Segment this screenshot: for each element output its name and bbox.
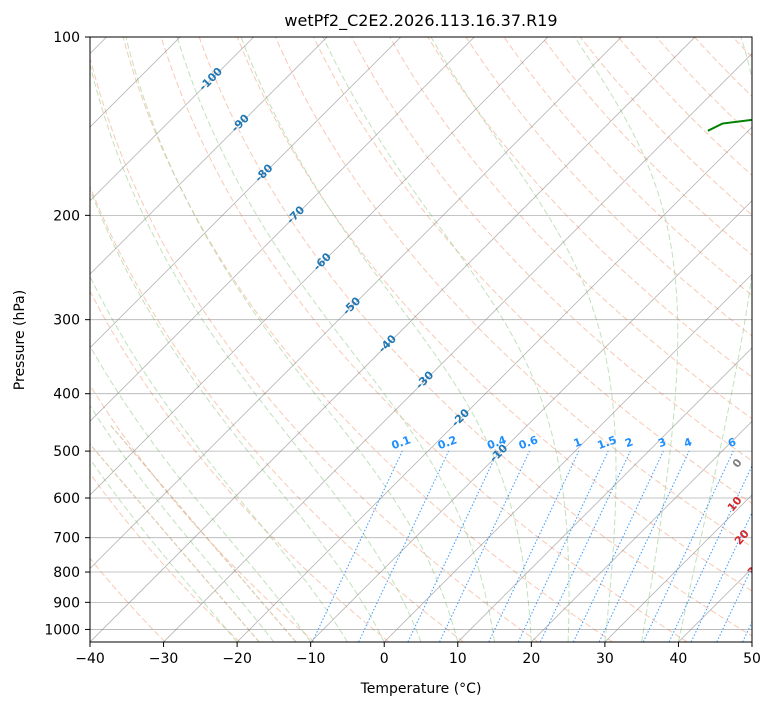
dry-adiabat-line <box>122 37 613 642</box>
dendritic-zone-line <box>90 443 260 642</box>
mixing-ratio-line <box>716 566 752 642</box>
y-tick-label: 300 <box>53 313 80 329</box>
mixing-ratio-line <box>690 511 752 642</box>
moist-adiabat-line <box>574 37 679 642</box>
isotherm-line <box>0 10 60 642</box>
x-tick-label: −40 <box>75 651 105 667</box>
mixing-ratio-label: 3 <box>656 435 668 450</box>
y-tick-label: 200 <box>53 208 80 224</box>
isotherm-line <box>90 37 549 496</box>
mixing-ratio-line <box>517 450 609 642</box>
x-tick-label: 20 <box>522 651 540 667</box>
mixing-ratio-label: 0.6 <box>517 433 540 452</box>
mixing-ratio-label: 8 <box>752 435 764 450</box>
dry-adiabat-line <box>90 55 539 642</box>
mixing-ratio-label: 0.1 <box>390 433 413 452</box>
mixing-ratio-label: 4 <box>682 435 694 450</box>
x-tick-label: −20 <box>222 651 252 667</box>
moist-adiabat-line <box>90 458 238 642</box>
moist-adiabat-line <box>677 37 752 642</box>
mixing-ratio-label: 10 <box>770 434 775 452</box>
y-tick-label: 400 <box>53 387 80 403</box>
mixing-ratio-label: 1 <box>572 435 584 450</box>
isotherm-line <box>310 200 752 642</box>
isotherm-line <box>457 347 752 642</box>
isotherm-line <box>90 37 696 642</box>
mixing-ratio-label: 1.5 <box>596 433 619 452</box>
theta-label: 40 <box>764 583 775 603</box>
dry-adiabat-line <box>389 37 752 420</box>
y-tick-label: 800 <box>53 565 80 581</box>
moist-adiabat-line <box>176 37 496 642</box>
isotherm-line <box>90 37 475 422</box>
mixing-ratio-line <box>572 450 664 642</box>
mixing-ratio-label: 2 <box>623 435 635 450</box>
dry-adiabat-line <box>753 0 775 642</box>
dry-adiabat-line <box>90 384 315 642</box>
isotherm-line <box>163 52 752 642</box>
mixing-ratio-line <box>358 450 450 642</box>
mixing-ratio-line <box>668 464 752 642</box>
dry-adiabat-line <box>312 37 752 505</box>
x-tick-label: −10 <box>296 651 326 667</box>
mixing-ratio-line <box>642 450 734 642</box>
mixing-ratio-line <box>311 450 403 642</box>
isotherm-line <box>90 37 255 202</box>
x-tick-label: 50 <box>743 651 761 667</box>
isotherm-line <box>604 494 752 642</box>
chart-title: wetPf2_C2E2.2026.113.16.37.R19 <box>284 11 557 31</box>
x-tick-label: 10 <box>449 651 467 667</box>
dry-adiabat-line <box>427 37 752 378</box>
dry-adiabat-line <box>503 37 752 296</box>
isotherm-line <box>531 420 752 642</box>
y-tick-label: 100 <box>53 30 80 46</box>
plot-area <box>90 37 752 642</box>
x-tick-label: −30 <box>149 651 179 667</box>
mixing-ratio-line <box>539 450 631 642</box>
mixing-ratio-line <box>598 450 690 642</box>
y-tick-label: 1000 <box>44 622 80 638</box>
dry-adiabat-line <box>90 290 390 642</box>
background-lines <box>0 0 775 642</box>
isotherm-line <box>90 37 181 128</box>
moist-adiabat-line <box>90 275 348 642</box>
isotherm-line <box>90 37 623 570</box>
dendritic-zone-line <box>108 423 297 642</box>
y-tick-label: 600 <box>53 491 80 507</box>
dry-adiabat-line <box>160 37 688 642</box>
x-tick-label: 30 <box>596 651 614 667</box>
y-tick-label: 900 <box>53 595 80 611</box>
x-tick-label: 0 <box>380 651 389 667</box>
dry-adiabat-line <box>236 37 752 592</box>
mixing-ratio-line <box>407 450 499 642</box>
moist-adiabat-line <box>90 404 275 642</box>
theta-label: 30 <box>745 558 765 578</box>
moist-adiabat-line <box>125 37 459 642</box>
dry-adiabat-line <box>90 557 166 642</box>
mixing-ratio-label: 0.2 <box>436 433 459 452</box>
isotherm-line <box>90 37 402 349</box>
plot-frame <box>89 36 753 643</box>
isotherm-line <box>751 641 752 642</box>
mixing-ratio-line <box>439 450 530 642</box>
mixing-ratio-label: 0.4 <box>485 433 508 452</box>
x-tick-label: 40 <box>670 651 688 667</box>
moist-adiabat-line <box>90 62 422 642</box>
moist-adiabat-line <box>240 37 532 642</box>
mixing-ratio-label: 6 <box>726 435 738 450</box>
isotherm-line <box>90 37 328 275</box>
mixing-ratio-line <box>488 450 580 642</box>
moist-adiabat-line <box>430 37 617 642</box>
axes-layer: −40 −30 −20 −10 0 10 20 30 40 5010020030040050060… <box>44 30 761 667</box>
y-axis-title: Pressure (hPa) <box>12 290 28 390</box>
y-tick-label: 500 <box>53 444 80 460</box>
y-tick-label: 700 <box>53 531 80 547</box>
moist-adiabat-line <box>90 188 385 642</box>
x-axis-title: Temperature (°C) <box>360 681 482 697</box>
mixing-ratio-line <box>768 451 775 642</box>
moist-adiabat-line <box>90 345 312 642</box>
isotherm-line <box>236 126 752 642</box>
dry-adiabat-line <box>274 37 752 548</box>
